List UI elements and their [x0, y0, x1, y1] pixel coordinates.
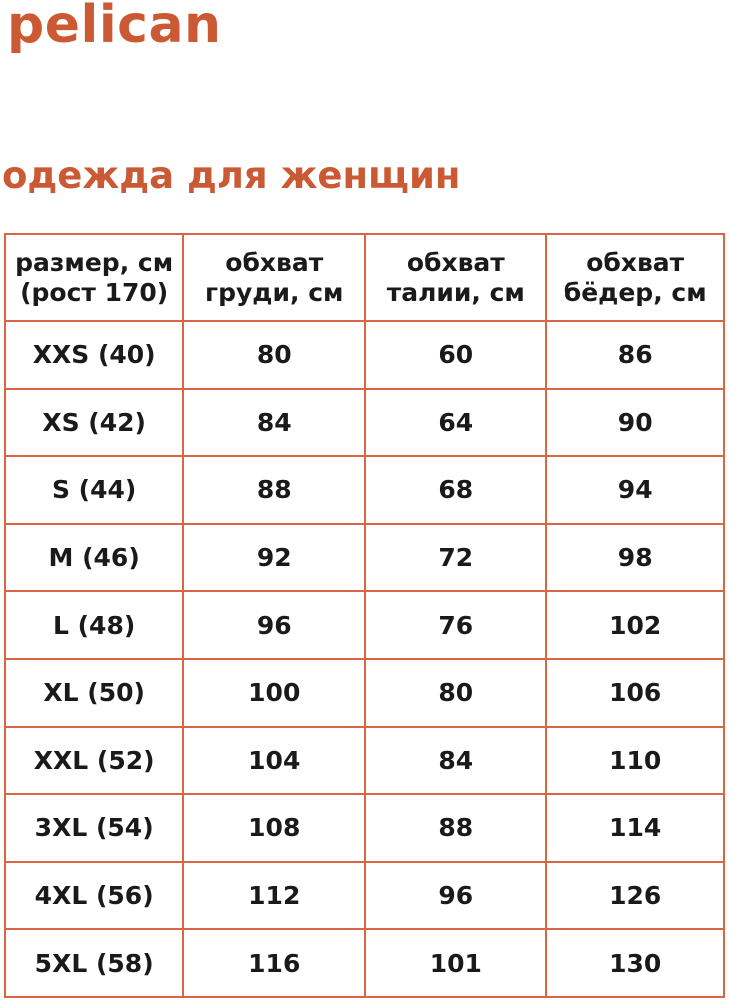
- table-row: XXS (40) 80 60 86: [3, 320, 725, 390]
- size-cell: L (48): [3, 590, 185, 660]
- table-row: L (48) 96 76 102: [3, 590, 725, 660]
- chest-cell: 92: [182, 522, 367, 593]
- size-cell: XL (50): [3, 657, 185, 728]
- chest-cell: 96: [182, 590, 367, 660]
- header-line: обхват: [225, 248, 324, 277]
- column-header-chest: обхват груди, см: [182, 233, 367, 322]
- waist-cell: 88: [364, 793, 548, 863]
- size-cell: 4XL (56): [3, 860, 185, 931]
- chest-cell: 88: [182, 455, 367, 525]
- chest-cell: 100: [182, 657, 367, 728]
- size-cell: XXL (52): [3, 725, 185, 796]
- waist-cell: 80: [364, 657, 548, 728]
- waist-cell: 72: [364, 522, 548, 593]
- table-row: 5XL (58) 116 101 130: [3, 928, 725, 998]
- waist-cell: 64: [364, 387, 548, 458]
- hips-cell: 94: [545, 455, 725, 525]
- chest-cell: 108: [182, 793, 367, 863]
- chest-cell: 116: [182, 928, 367, 998]
- waist-cell: 60: [364, 320, 548, 390]
- table-row: 4XL (56) 112 96 126: [3, 860, 725, 931]
- size-table: размер, см (рост 170) обхват груди, см о…: [3, 233, 725, 998]
- size-cell: 5XL (58): [3, 928, 185, 998]
- chest-cell: 104: [182, 725, 367, 796]
- table-row: S (44) 88 68 94: [3, 455, 725, 525]
- hips-cell: 98: [545, 522, 725, 593]
- column-header-waist: обхват талии, см: [364, 233, 548, 322]
- waist-cell: 76: [364, 590, 548, 660]
- column-header-hips: обхват бёдер, см: [545, 233, 725, 322]
- header-line: обхват: [586, 248, 685, 277]
- table-row: M (46) 92 72 98: [3, 522, 725, 593]
- header-line: талии, см: [386, 277, 525, 307]
- size-cell: M (46): [3, 522, 185, 593]
- size-cell: 3XL (54): [3, 793, 185, 863]
- waist-cell: 84: [364, 725, 548, 796]
- chest-cell: 112: [182, 860, 367, 931]
- table-row: 3XL (54) 108 88 114: [3, 793, 725, 863]
- waist-cell: 101: [364, 928, 548, 998]
- hips-cell: 126: [545, 860, 725, 931]
- chest-cell: 80: [182, 320, 367, 390]
- hips-cell: 114: [545, 793, 725, 863]
- column-header-size: размер, см (рост 170): [3, 233, 185, 322]
- header-line: обхват: [406, 248, 505, 277]
- hips-cell: 90: [545, 387, 725, 458]
- chest-cell: 84: [182, 387, 367, 458]
- waist-cell: 68: [364, 455, 548, 525]
- hips-cell: 86: [545, 320, 725, 390]
- header-line: бёдер, см: [563, 277, 707, 307]
- size-cell: S (44): [3, 455, 185, 525]
- size-cell: XS (42): [3, 387, 185, 458]
- table-header-row: размер, см (рост 170) обхват груди, см о…: [3, 233, 725, 322]
- hips-cell: 102: [545, 590, 725, 660]
- header-line: груди, см: [205, 277, 344, 307]
- page-title: одежда для женщин: [2, 154, 461, 197]
- brand-logo: pelican: [7, 0, 222, 55]
- hips-cell: 106: [545, 657, 725, 728]
- table-row: XS (42) 84 64 90: [3, 387, 725, 458]
- waist-cell: 96: [364, 860, 548, 931]
- size-cell: XXS (40): [3, 320, 185, 390]
- header-line: (рост 170): [20, 277, 169, 307]
- header-line: размер, см: [15, 248, 174, 277]
- hips-cell: 130: [545, 928, 725, 998]
- table-row: XL (50) 100 80 106: [3, 657, 725, 728]
- hips-cell: 110: [545, 725, 725, 796]
- table-row: XXL (52) 104 84 110: [3, 725, 725, 796]
